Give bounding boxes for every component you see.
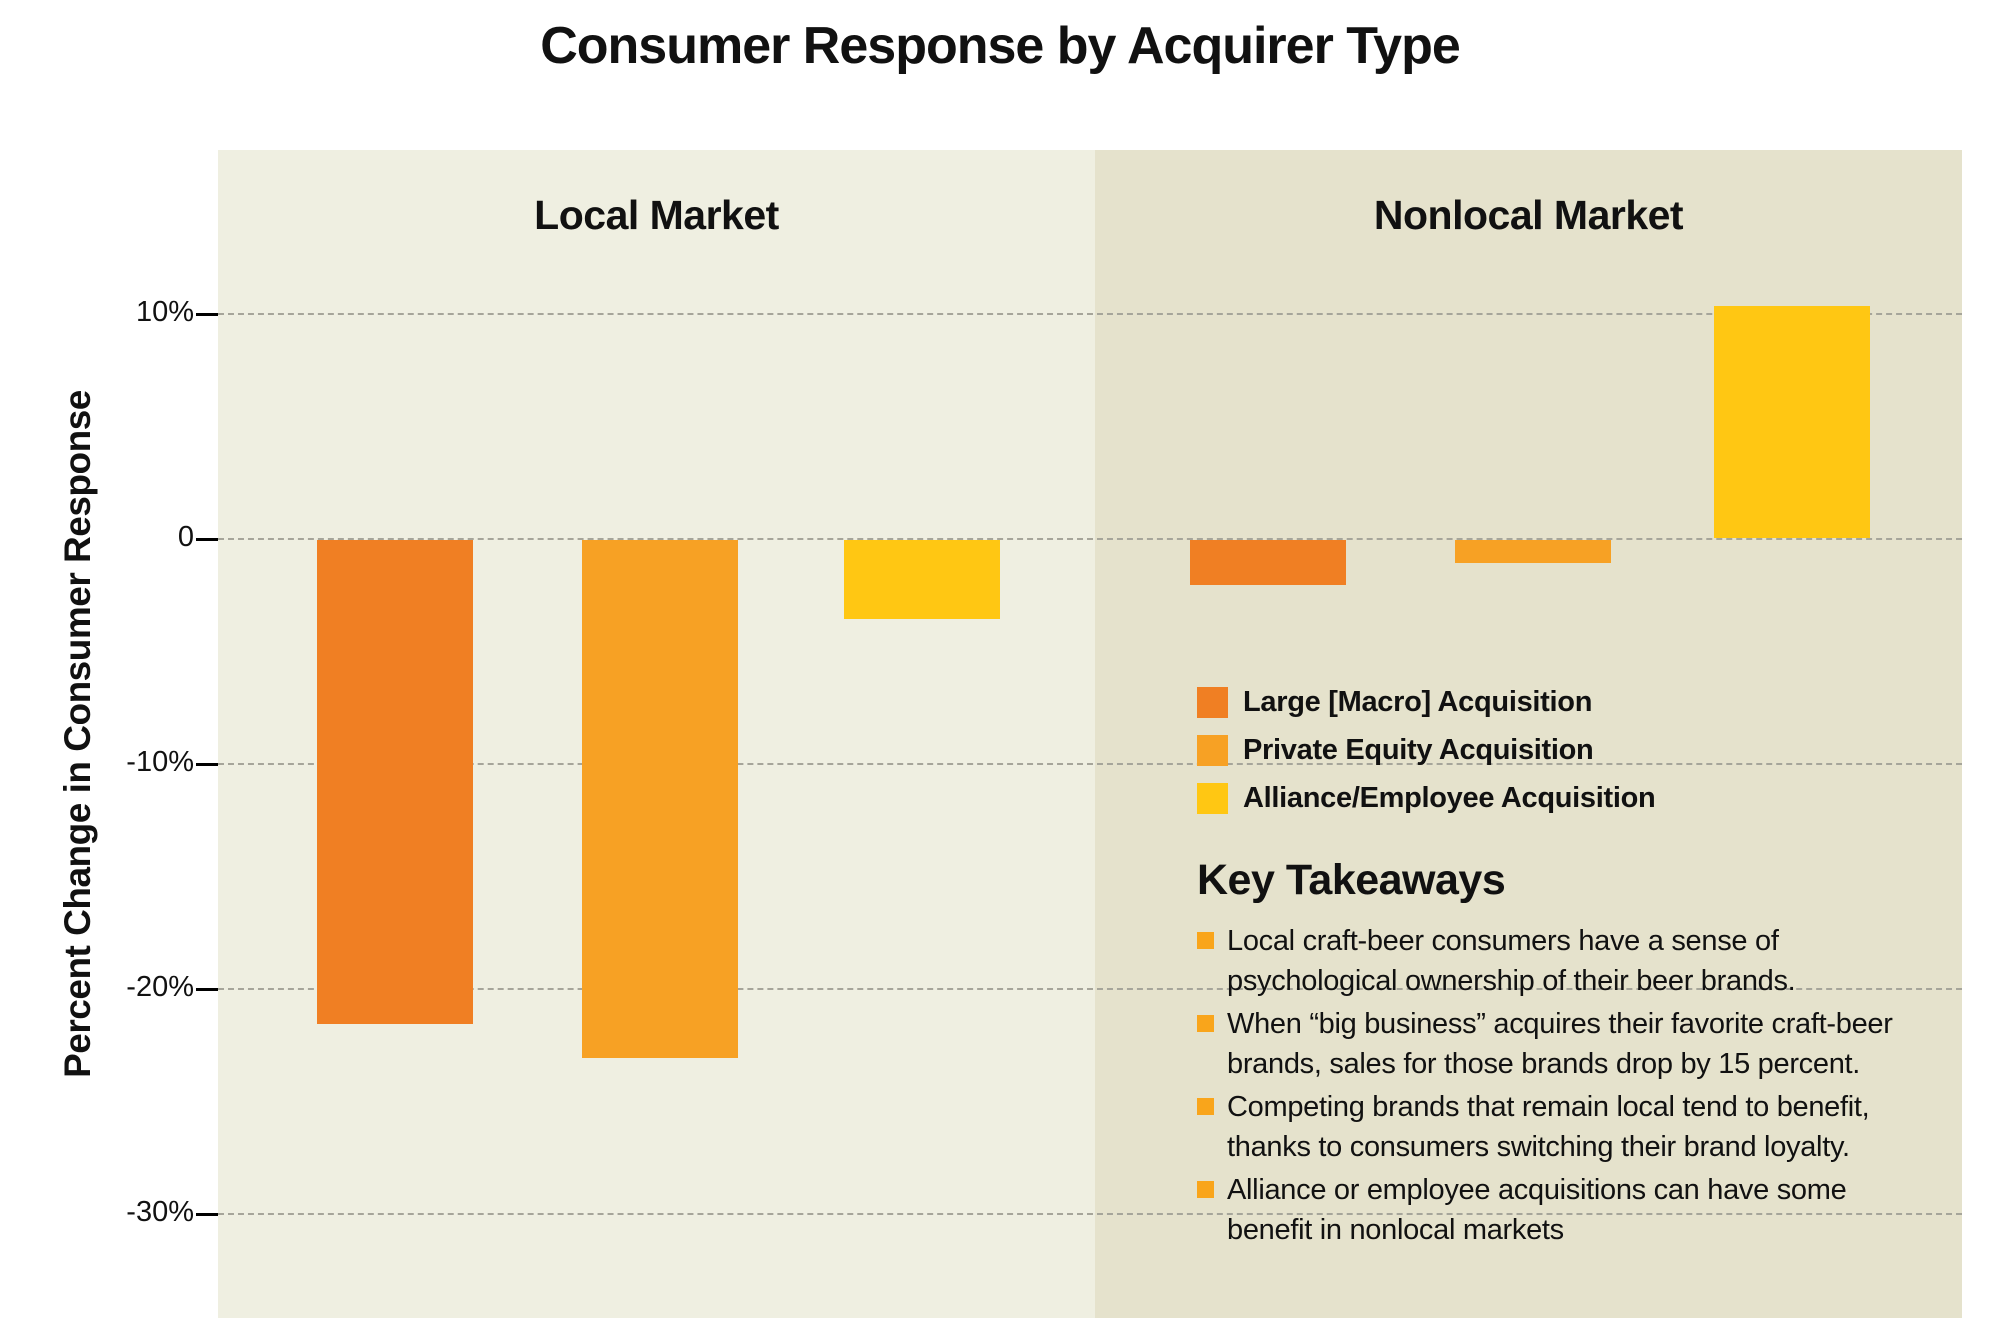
takeaways-title: Key Takeaways	[1197, 856, 1506, 904]
legend-swatch-private-equity	[1197, 735, 1228, 766]
gridline-20	[218, 988, 1962, 990]
y-tickmark	[196, 313, 218, 316]
panel-label-nonlocal: Nonlocal Market	[1373, 192, 1684, 238]
bullet-square-icon	[1197, 1015, 1214, 1033]
y-tickmark	[196, 763, 218, 766]
y-tick-label: 0	[177, 521, 194, 553]
bar-local-private-equity-acquisition	[582, 540, 738, 1058]
y-tickmark	[196, 538, 218, 541]
bar-local-large-macro-acquisition	[317, 540, 473, 1024]
takeaway-text: Local craft-beer consumers have a sense …	[1227, 925, 1796, 998]
bar-nonlocal-large-macro-acquisition	[1190, 540, 1346, 585]
takeaway-text: Alliance or employee acquisitions can ha…	[1227, 1174, 1847, 1247]
legend-label: Private Equity Acquisition	[1243, 734, 1594, 766]
y-tick-label: -20%	[126, 971, 194, 1003]
takeaway-text: When “big business” acquires their favor…	[1227, 1008, 1893, 1081]
gridline-0	[218, 538, 1962, 540]
bullet-square-icon	[1197, 1181, 1214, 1199]
legend-swatch-alliance-employee	[1197, 783, 1228, 814]
bar-nonlocal-private-equity-acquisition	[1455, 540, 1611, 563]
legend-item-alliance-employee: Alliance/Employee Acquisition	[1197, 782, 1656, 815]
legend-label: Alliance/Employee Acquisition	[1243, 782, 1656, 814]
gridline-10	[218, 313, 1962, 315]
legend-label: Large [Macro] Acquisition	[1243, 686, 1593, 718]
y-tick-label: -10%	[126, 746, 194, 778]
y-tick-label: 10%	[135, 296, 194, 328]
y-tickmark	[196, 1213, 218, 1216]
bullet-square-icon	[1197, 932, 1214, 949]
panel-label-local: Local Market	[534, 192, 779, 238]
gridline-10	[218, 763, 1962, 765]
takeaway-item: Alliance or employee acquisitions can ha…	[1197, 1170, 1917, 1250]
gridline-30	[218, 1213, 1962, 1215]
legend: Large [Macro] Acquisition Private Equity…	[1197, 686, 1656, 815]
legend-swatch-large-macro	[1197, 687, 1228, 718]
takeaway-item: Competing brands that remain local tend …	[1197, 1087, 1917, 1167]
takeaway-item: Local craft-beer consumers have a sense …	[1197, 921, 1917, 1001]
takeaway-item: When “big business” acquires their favor…	[1197, 1004, 1917, 1084]
y-tick-label: -30%	[126, 1196, 194, 1228]
legend-item-large-macro: Large [Macro] Acquisition	[1197, 686, 1655, 719]
takeaway-text: Competing brands that remain local tend …	[1227, 1091, 1870, 1164]
legend-item-private-equity: Private Equity Acquisition	[1197, 734, 1655, 767]
y-axis-title: Percent Change in Consumer Response	[57, 390, 98, 1078]
bar-local-alliance-employee-acquisition	[844, 540, 1000, 619]
key-takeaways: Key Takeaways Local craft-beer consumers…	[1197, 856, 1917, 1253]
y-tickmark	[196, 988, 218, 991]
bullet-square-icon	[1197, 1098, 1214, 1116]
bar-nonlocal-alliance-employee-acquisition	[1714, 306, 1870, 538]
chart-title: Consumer Response by Acquirer Type	[540, 17, 1461, 75]
